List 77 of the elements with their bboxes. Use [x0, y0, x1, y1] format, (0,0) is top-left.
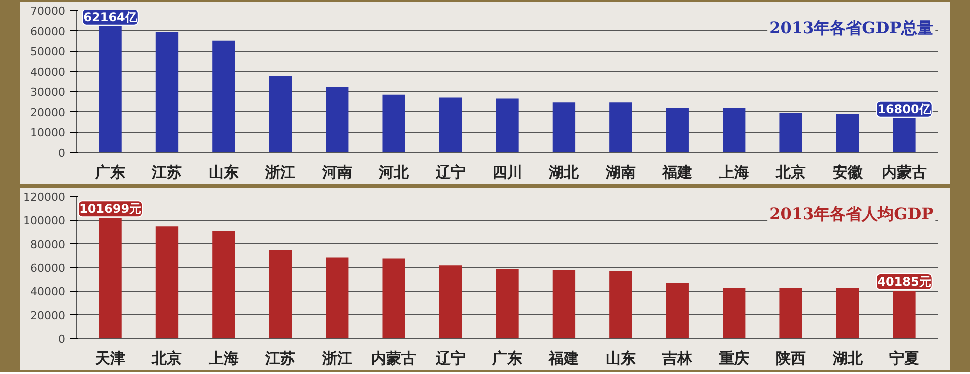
y-tick-label: 40000: [30, 66, 66, 79]
y-tick-label: 40000: [30, 286, 66, 299]
bar: [666, 283, 689, 338]
x-tick-label: 四川: [492, 164, 522, 182]
y-tick-label: 60000: [30, 25, 66, 38]
y-tick-label: 100000: [24, 214, 66, 228]
x-tick-label: 江苏: [264, 350, 296, 368]
bar: [610, 102, 632, 152]
text: 2013年各省人均GDP: [770, 204, 934, 224]
x-tick-label: 吉林: [662, 350, 694, 368]
y-tick-label: 70000: [30, 5, 66, 18]
y-tick-label: 0: [58, 333, 66, 346]
bar: [723, 288, 746, 338]
bar: [156, 32, 179, 152]
bar: [780, 113, 802, 152]
bar: [156, 226, 179, 338]
y-tick-label: 80000: [30, 238, 66, 252]
x-tick-label: 山东: [208, 164, 239, 182]
text: 2013年各省GDP总量: [770, 18, 934, 38]
bar: [439, 98, 462, 152]
bar: [780, 288, 802, 338]
data-label: 40185元: [878, 274, 932, 289]
data-label: 16800亿: [878, 102, 932, 116]
x-tick-label: 福建: [662, 164, 693, 182]
x-tick-label: 河南: [321, 164, 352, 182]
x-tick-label: 湖北: [548, 164, 580, 182]
y-tick-label: 50000: [30, 46, 66, 59]
x-tick-label: 上海: [208, 350, 239, 368]
x-tick-label: 湖南: [604, 164, 636, 182]
y-tick-label: 0: [58, 147, 66, 160]
bar: [326, 87, 349, 152]
x-tick-label: 北京: [151, 350, 182, 368]
bar: [382, 94, 406, 152]
bar: [836, 288, 860, 338]
x-tick-label: 内蒙古: [882, 164, 927, 182]
bar: [382, 258, 406, 338]
x-tick-label: 北京: [775, 164, 806, 182]
x-tick-label: 福建: [548, 350, 580, 368]
bar: [723, 108, 746, 152]
data-label: 101699元: [79, 202, 142, 216]
y-tick-label: 20000: [30, 309, 66, 322]
x-tick-label: 内蒙古: [372, 350, 417, 368]
x-tick-label: 陕西: [776, 350, 806, 368]
x-tick-label: 浙江: [321, 350, 352, 368]
bar: [212, 232, 236, 338]
x-tick-label: 山东: [606, 350, 636, 368]
x-tick-label: 浙江: [264, 164, 296, 182]
bar: [666, 108, 689, 152]
x-tick-label: 江苏: [151, 164, 182, 182]
bar: [326, 258, 349, 338]
bar: [836, 114, 860, 152]
bar: [269, 250, 292, 338]
x-tick-label: 重庆: [718, 350, 750, 368]
bar: [269, 76, 292, 152]
bar: [212, 40, 236, 152]
x-tick-label: 河北: [378, 164, 410, 182]
y-tick-label: 20000: [30, 106, 66, 120]
x-tick-label: 广东: [492, 350, 522, 368]
x-tick-label: 安徽: [832, 164, 864, 182]
x-tick-label: 广东: [94, 164, 126, 182]
data-label: 62164亿: [84, 10, 138, 24]
bar: [552, 102, 576, 152]
x-tick-label: 辽宁: [434, 350, 466, 368]
y-tick-label: 120000: [24, 191, 66, 204]
bar: [610, 271, 632, 338]
bar: [439, 266, 462, 338]
x-tick-label: 辽宁: [434, 164, 466, 182]
x-tick-label: 天津: [94, 350, 126, 368]
y-tick-label: 60000: [30, 262, 66, 275]
x-tick-label: 宁夏: [889, 350, 920, 368]
bar: [496, 270, 519, 338]
y-tick-label: 10000: [30, 126, 66, 140]
bar: [496, 98, 519, 152]
bar: [552, 270, 576, 338]
x-tick-label: 湖北: [832, 350, 864, 368]
y-tick-label: 30000: [30, 86, 66, 100]
x-tick-label: 上海: [718, 164, 750, 182]
